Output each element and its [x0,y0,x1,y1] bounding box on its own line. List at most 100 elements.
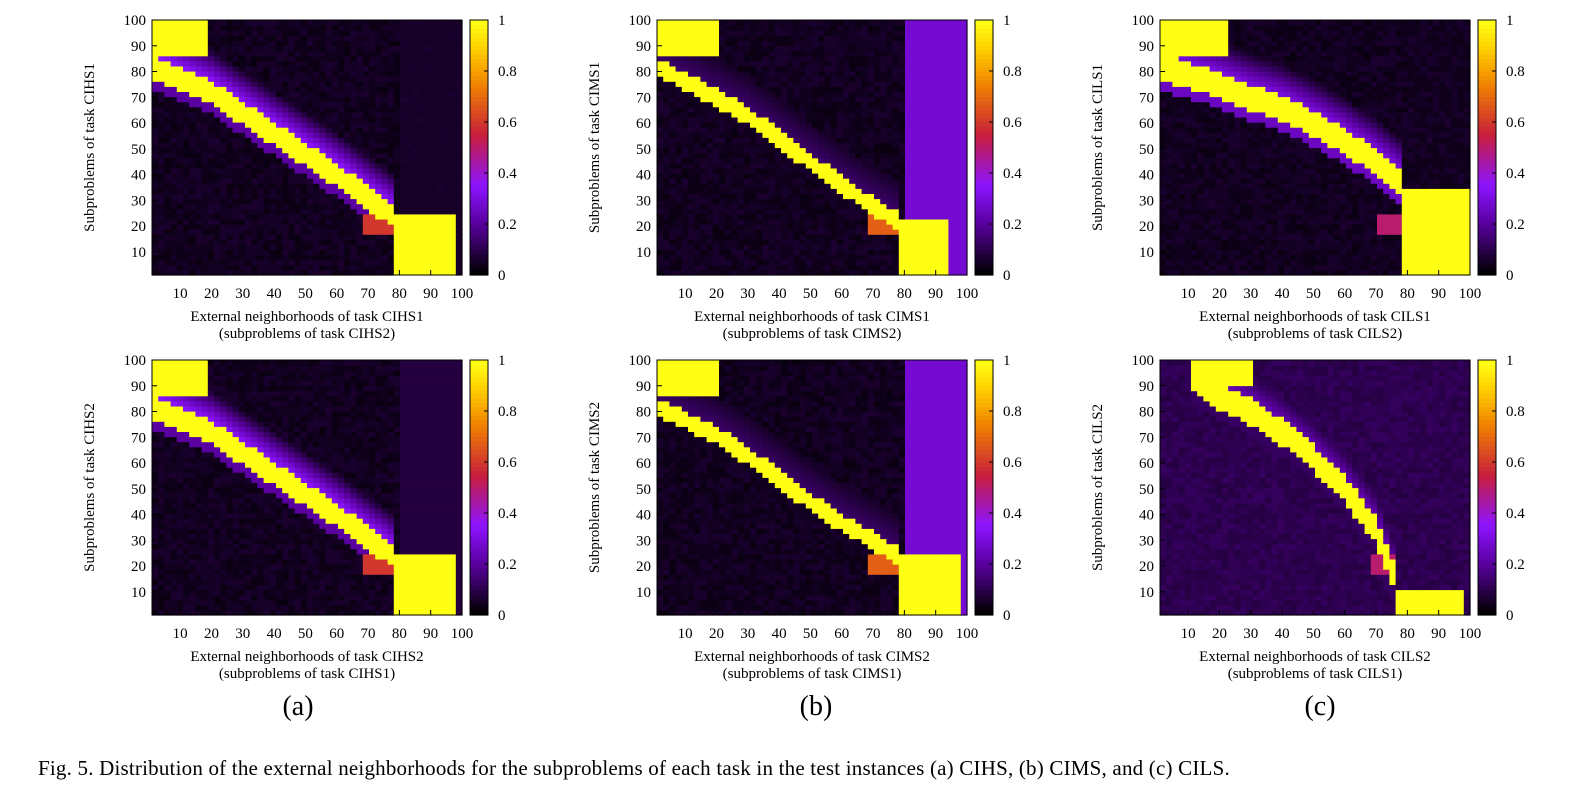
heatmap-cell [170,259,178,266]
heatmap-cell [799,45,807,52]
heatmap-cell [855,137,863,143]
heatmap-cell [867,142,875,149]
heatmap-cell [195,116,203,123]
heatmap-cell [942,157,949,164]
heatmap-cell [936,111,943,118]
heatmap-cell [344,193,351,200]
heatmap-cell [226,218,234,225]
heatmap-cell [756,234,763,240]
heatmap-cell [431,178,438,184]
heatmap-cell [176,208,184,215]
heatmap-cell [381,173,389,179]
heatmap-cell [855,35,863,41]
heatmap-cell [954,60,962,67]
heatmap-cell [836,132,844,138]
heatmap-cell [743,86,751,92]
heatmap-cell [443,152,451,159]
heatmap-cell [325,157,333,164]
heatmap-cell [338,81,345,87]
heatmap-cell [805,229,813,235]
colorbar-segment [470,79,488,85]
heatmap-cell [681,234,689,240]
heatmap-cell [455,127,463,133]
heatmap-cell [898,60,906,67]
heatmap-cell [731,173,739,179]
heatmap-cell [917,264,925,271]
heatmap-cell [269,208,277,215]
heatmap-cell [929,188,937,194]
heatmap-cell [288,157,296,164]
heatmap-cell [750,81,757,87]
heatmap-cell [936,35,943,41]
heatmap-cell [675,178,683,184]
heatmap-cell [657,81,664,87]
heatmap-cell [331,203,339,210]
heatmap-cell [276,50,283,57]
heatmap-cell [393,213,401,220]
heatmap-cell [195,239,203,245]
heatmap-cell [657,178,664,184]
heatmap-cell [455,30,463,36]
heatmap-cell [406,229,413,235]
heatmap-cell [737,167,745,174]
heatmap-cell [762,152,770,159]
heatmap-cell [393,35,401,41]
heatmap-cell [712,152,720,159]
heatmap-cell [719,178,726,184]
heatmap-cell [263,173,271,179]
heatmap-cell [861,264,869,271]
heatmap-cell [393,193,401,200]
heatmap-cell [886,173,894,179]
heatmap-cell [276,111,283,118]
heatmap-cell [294,101,302,108]
heatmap-cell [418,249,426,256]
heatmap-cell [338,162,345,169]
heatmap-cell [189,55,196,62]
heatmap-cell [350,249,358,256]
heatmap-cell [793,213,801,220]
heatmap-cell [750,147,757,154]
heatmap-cell [431,106,438,113]
y-tick-label: 40 [131,168,146,184]
heatmap-cell [663,224,670,230]
heatmap-cell [725,178,732,184]
heatmap-cell [774,45,782,52]
heatmap-cell [170,55,178,62]
heatmap-cell [393,30,401,36]
heatmap-cell [669,188,677,194]
heatmap-cell [768,203,776,210]
heatmap-cell [886,249,894,256]
heatmap-cell [375,137,382,143]
heatmap-cell [220,203,227,210]
heatmap-cell [294,157,302,164]
heatmap-cell [412,152,420,159]
heatmap-cell [164,229,172,235]
heatmap-cell [375,208,382,215]
heatmap-cell [675,137,683,143]
heatmap-cell [948,213,956,220]
heatmap-cell [793,35,801,41]
heatmap-cell [294,178,302,184]
heatmap-cell [793,167,801,174]
heatmap-cell [700,213,708,220]
heatmap-cell [917,198,925,205]
heatmap-cell [257,86,265,92]
heatmap-cell [400,132,407,138]
heatmap-cell [418,96,426,103]
heatmap-cell [176,30,184,36]
heatmap-cell [375,25,382,31]
heatmap-cell [164,173,172,179]
heatmap-cell [369,157,376,164]
colorbar-segment [470,185,488,191]
heatmap-cell [669,162,677,169]
heatmap-cell [325,198,333,205]
y-tick-label: 80 [131,65,146,81]
heatmap-cell [319,218,327,225]
heatmap-cell [768,162,776,169]
heatmap-cell [743,157,751,164]
heatmap-cell [774,254,782,261]
heatmap-cell [936,45,943,52]
heatmap-cell [948,96,956,103]
heatmap-cell [319,244,327,251]
heatmap-cell [923,132,931,138]
